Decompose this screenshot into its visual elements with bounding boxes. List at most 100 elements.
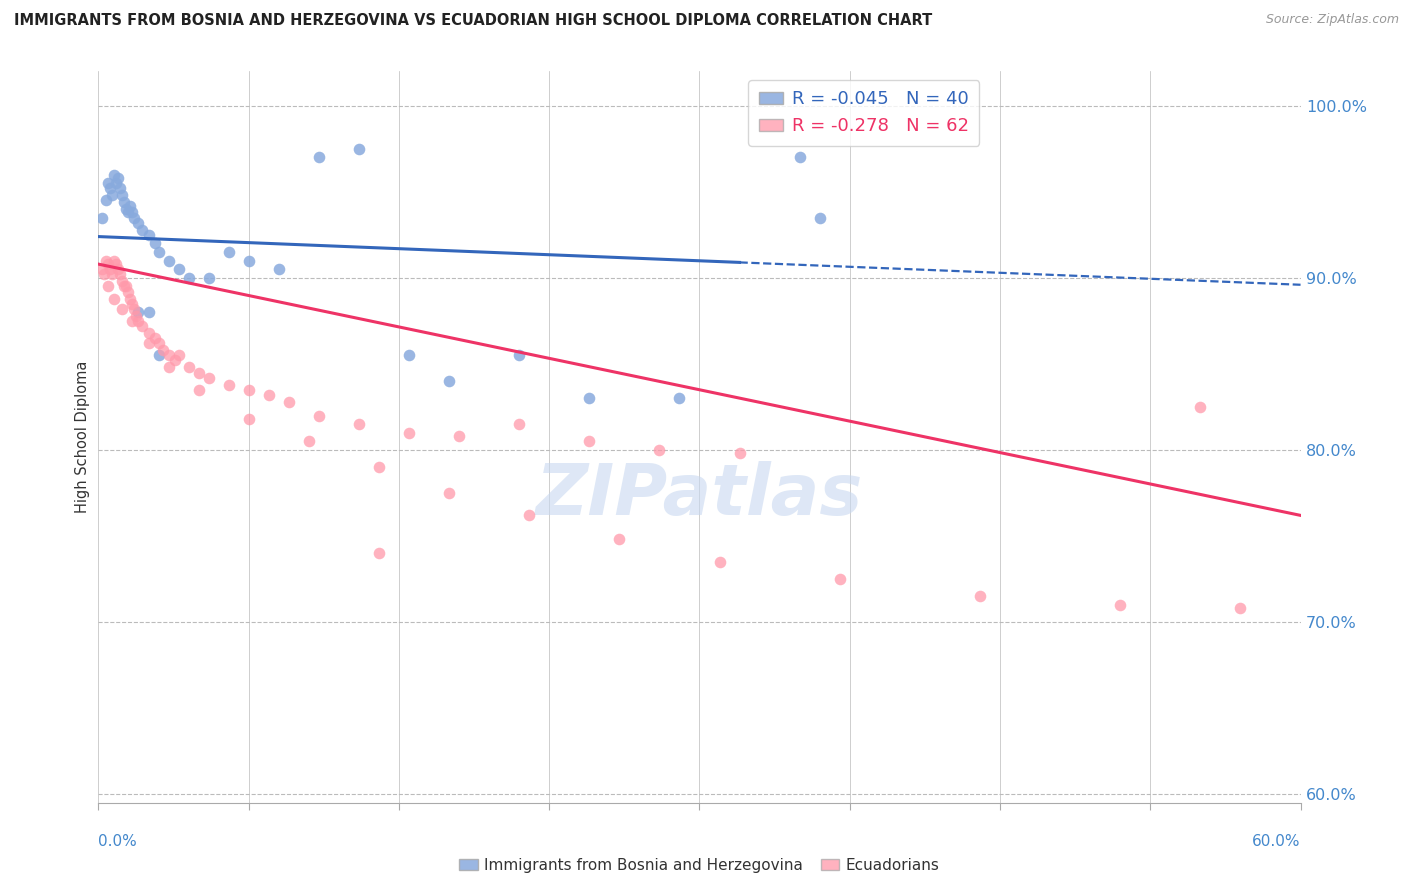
Point bbox=[277, 394, 299, 409]
Point bbox=[120, 292, 142, 306]
Point bbox=[398, 348, 420, 362]
Point bbox=[121, 205, 143, 219]
Point bbox=[187, 383, 209, 397]
Point bbox=[167, 348, 190, 362]
Point bbox=[114, 279, 136, 293]
Point bbox=[508, 417, 530, 432]
Point bbox=[308, 409, 330, 423]
Point bbox=[128, 216, 150, 230]
Point bbox=[107, 171, 129, 186]
Point bbox=[808, 211, 831, 225]
Point bbox=[1109, 598, 1132, 612]
Point bbox=[218, 377, 240, 392]
Text: 60.0%: 60.0% bbox=[1253, 834, 1301, 849]
Point bbox=[789, 150, 811, 164]
Point bbox=[138, 305, 160, 319]
Point bbox=[238, 253, 260, 268]
Text: Source: ZipAtlas.com: Source: ZipAtlas.com bbox=[1265, 13, 1399, 27]
Point bbox=[152, 343, 174, 358]
Point bbox=[101, 188, 124, 202]
Point bbox=[110, 268, 132, 282]
Point bbox=[143, 236, 166, 251]
Point bbox=[969, 589, 991, 603]
Point bbox=[398, 425, 420, 440]
Point bbox=[1229, 601, 1251, 615]
Point bbox=[347, 417, 370, 432]
Point bbox=[238, 383, 260, 397]
Point bbox=[96, 194, 118, 208]
Point bbox=[111, 188, 134, 202]
Legend: Immigrants from Bosnia and Herzegovina, Ecuadorians: Immigrants from Bosnia and Herzegovina, … bbox=[453, 852, 946, 880]
Text: ZIPatlas: ZIPatlas bbox=[536, 461, 863, 530]
Point bbox=[437, 374, 460, 388]
Point bbox=[267, 262, 290, 277]
Point bbox=[148, 348, 170, 362]
Point bbox=[187, 366, 209, 380]
Point bbox=[1189, 400, 1212, 414]
Point bbox=[124, 301, 146, 316]
Point bbox=[114, 195, 136, 210]
Point bbox=[148, 245, 170, 260]
Point bbox=[103, 168, 125, 182]
Point bbox=[157, 348, 180, 362]
Point bbox=[121, 314, 143, 328]
Point bbox=[609, 533, 631, 547]
Point bbox=[117, 285, 139, 299]
Point bbox=[709, 555, 731, 569]
Point bbox=[347, 142, 370, 156]
Point bbox=[131, 319, 153, 334]
Point bbox=[91, 262, 114, 277]
Point bbox=[437, 486, 460, 500]
Point bbox=[103, 292, 125, 306]
Point bbox=[97, 176, 120, 190]
Point bbox=[177, 360, 200, 375]
Point bbox=[197, 271, 219, 285]
Point bbox=[105, 257, 128, 271]
Point bbox=[97, 257, 120, 271]
Point bbox=[107, 262, 129, 277]
Point bbox=[447, 429, 470, 443]
Text: IMMIGRANTS FROM BOSNIA AND HERZEGOVINA VS ECUADORIAN HIGH SCHOOL DIPLOMA CORRELA: IMMIGRANTS FROM BOSNIA AND HERZEGOVINA V… bbox=[14, 13, 932, 29]
Point bbox=[93, 268, 115, 282]
Point bbox=[157, 360, 180, 375]
Point bbox=[101, 268, 124, 282]
Point bbox=[103, 253, 125, 268]
Point bbox=[368, 460, 391, 475]
Point bbox=[728, 446, 751, 460]
Point bbox=[91, 211, 114, 225]
Point bbox=[110, 181, 132, 195]
Point bbox=[121, 296, 143, 310]
Point bbox=[828, 572, 851, 586]
Point bbox=[298, 434, 321, 449]
Point bbox=[218, 245, 240, 260]
Point bbox=[157, 253, 180, 268]
Point bbox=[578, 392, 600, 406]
Point bbox=[368, 546, 391, 560]
Point bbox=[163, 353, 186, 368]
Point bbox=[197, 370, 219, 384]
Point bbox=[508, 348, 530, 362]
Point bbox=[517, 508, 540, 523]
Y-axis label: High School Diploma: High School Diploma bbox=[75, 361, 90, 513]
Point bbox=[138, 326, 160, 340]
Point bbox=[115, 279, 138, 293]
Point bbox=[238, 412, 260, 426]
Point bbox=[96, 253, 118, 268]
Point bbox=[105, 176, 128, 190]
Point bbox=[148, 336, 170, 351]
Point bbox=[128, 314, 150, 328]
Point bbox=[257, 388, 280, 402]
Point bbox=[124, 211, 146, 225]
Point bbox=[111, 274, 134, 288]
Point bbox=[100, 262, 122, 277]
Point bbox=[100, 181, 122, 195]
Point bbox=[115, 202, 138, 216]
Point bbox=[120, 198, 142, 212]
Point bbox=[648, 442, 671, 457]
Point bbox=[128, 305, 150, 319]
Point bbox=[308, 150, 330, 164]
Point bbox=[578, 434, 600, 449]
Point bbox=[138, 336, 160, 351]
Point bbox=[131, 223, 153, 237]
Point bbox=[97, 279, 120, 293]
